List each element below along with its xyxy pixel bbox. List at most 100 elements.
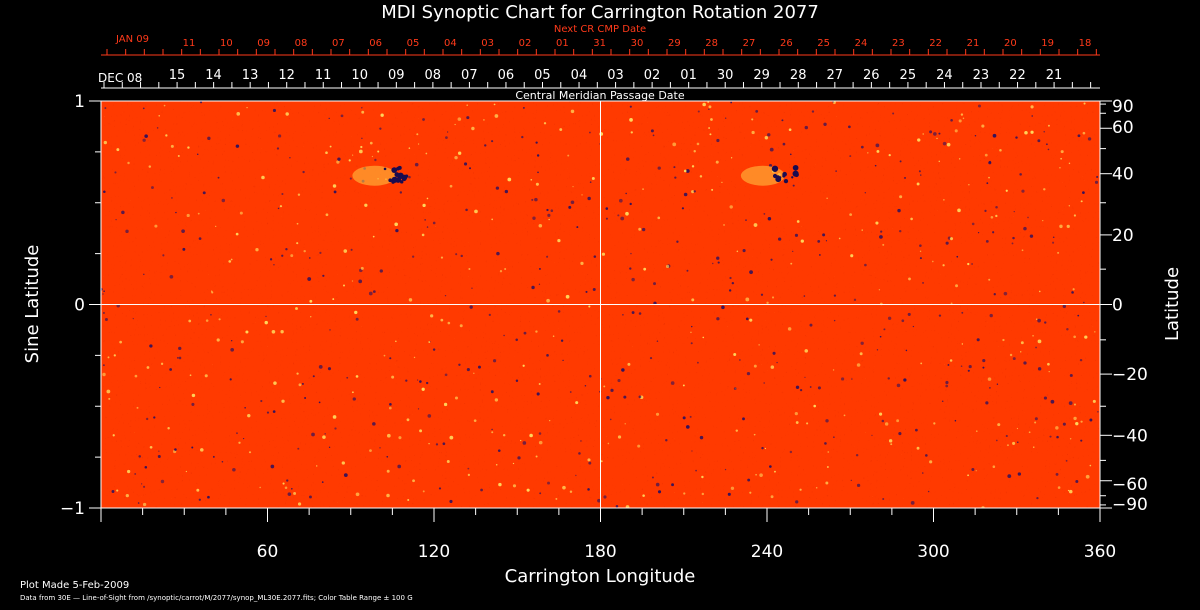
magnetic-element [856, 363, 861, 367]
magnetic-element [428, 442, 430, 445]
magnetic-element [522, 441, 527, 445]
magnetic-element [731, 281, 735, 285]
magnetic-element [988, 278, 991, 281]
magnetic-element [997, 423, 1001, 427]
magnetic-element [901, 319, 905, 323]
magnetic-element [794, 411, 798, 416]
magnetic-element [1013, 211, 1015, 213]
magnetic-element [565, 294, 570, 299]
magnetic-element [1094, 331, 1096, 333]
magnetic-element [454, 123, 456, 126]
magnetic-element [552, 335, 555, 337]
magnetic-element [804, 349, 808, 353]
magnetic-element [853, 298, 857, 302]
magnetic-element [189, 374, 192, 377]
magnetic-element [832, 369, 835, 371]
magnetic-element [682, 384, 685, 387]
magnetic-element [459, 324, 463, 328]
magnetic-element [417, 143, 420, 145]
magnetic-element [776, 361, 778, 364]
magnetic-element [631, 311, 635, 314]
magnetic-element [239, 211, 243, 215]
magnetic-element [833, 436, 835, 438]
magnetic-element [813, 404, 817, 408]
magnetic-element [753, 223, 758, 227]
magnetic-element [1056, 435, 1059, 439]
magnetic-element [749, 270, 753, 275]
magnetic-element [1012, 357, 1016, 361]
mid-tick-label: 01 [680, 68, 697, 83]
magnetic-element [701, 492, 705, 496]
magnetic-element [304, 396, 307, 399]
magnetic-element [114, 171, 117, 174]
magnetic-element [861, 229, 863, 231]
active-region-spot [777, 175, 780, 179]
magnetic-element [142, 502, 147, 507]
magnetic-element [631, 277, 635, 282]
magnetic-element [493, 103, 496, 106]
magnetic-element [538, 223, 543, 228]
magnetic-element [146, 366, 150, 369]
magnetic-element [575, 474, 577, 477]
magnetic-element [336, 160, 340, 164]
magnetic-element [711, 188, 714, 191]
magnetic-element [132, 318, 134, 320]
magnetic-element [907, 312, 911, 316]
magnetic-element [341, 461, 345, 465]
magnetic-element [1089, 418, 1093, 422]
magnetic-element [878, 289, 881, 291]
magnetic-element [652, 134, 655, 137]
magnetic-element [995, 439, 998, 442]
magnetic-element [989, 387, 991, 389]
mid-tick-label: 09 [388, 68, 405, 83]
magnetic-element [992, 465, 996, 468]
magnetic-element [343, 249, 348, 253]
magnetic-element [295, 307, 298, 310]
magnetic-element [917, 138, 921, 142]
magnetic-element [758, 344, 760, 346]
magnetic-element [630, 252, 632, 255]
magnetic-element [281, 193, 284, 196]
magnetic-element [961, 343, 964, 345]
magnetic-element [1057, 486, 1061, 489]
magnetic-element [600, 460, 603, 463]
magnetic-element [1069, 373, 1073, 377]
magnetic-element [878, 412, 883, 416]
magnetic-element [289, 157, 291, 159]
magnetic-element [494, 398, 499, 402]
magnetic-element [458, 363, 461, 366]
magnetic-element [198, 498, 201, 501]
magnetic-element [629, 105, 632, 108]
magnetic-element [238, 441, 241, 444]
magnetic-element [942, 141, 947, 146]
magnetic-element [922, 133, 925, 135]
magnetic-element [702, 102, 706, 107]
magnetic-element [676, 240, 679, 243]
magnetic-element [477, 365, 481, 369]
magnetic-element [1065, 459, 1068, 462]
magnetic-element [999, 149, 1002, 152]
magnetic-element [572, 186, 574, 188]
magnetic-element [235, 144, 240, 148]
magnetic-element [922, 281, 924, 284]
magnetic-element [547, 213, 551, 217]
magnetic-element [1072, 288, 1075, 291]
magnetic-element [416, 379, 419, 381]
magnetic-element [649, 356, 653, 360]
magnetic-element [325, 151, 328, 155]
magnetic-element [466, 116, 470, 120]
magnetic-element [729, 205, 733, 209]
magnetic-element [1029, 234, 1034, 238]
active-region-spot [397, 165, 402, 170]
magnetic-element [643, 267, 647, 271]
top-tick-label: 31 [593, 38, 606, 49]
magnetic-element [568, 205, 572, 209]
magnetic-element [794, 233, 799, 237]
magnetic-element [397, 464, 402, 469]
magnetic-element [296, 242, 299, 245]
magnetic-element [445, 136, 448, 139]
magnetic-element [920, 174, 922, 176]
magnetic-element [962, 117, 965, 120]
magnetic-element [125, 229, 129, 234]
magnetic-element [143, 273, 145, 276]
